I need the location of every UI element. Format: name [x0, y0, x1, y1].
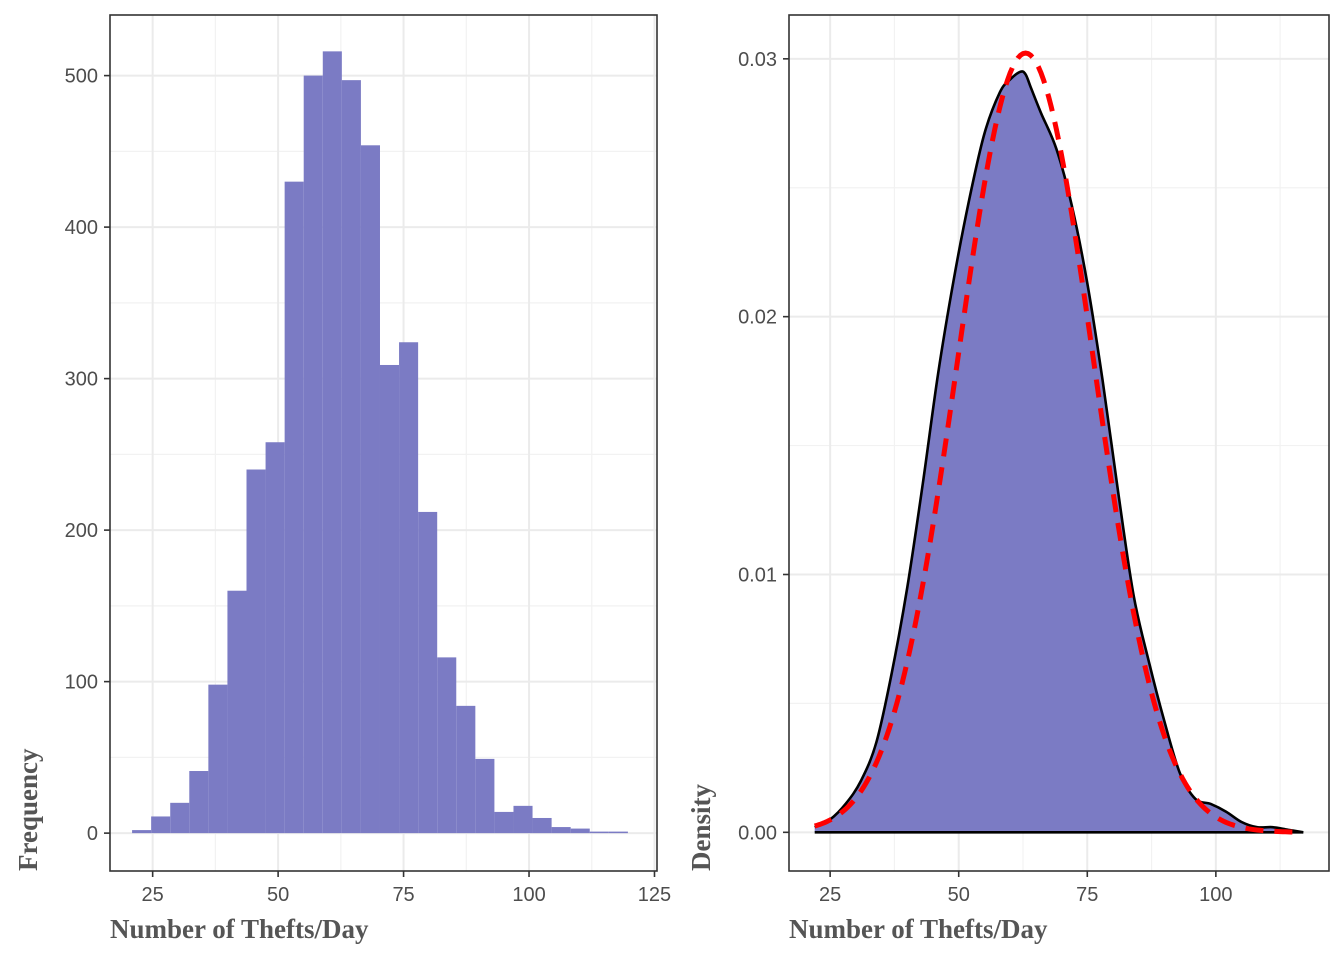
histogram-bar — [551, 827, 571, 834]
histogram-panel: 25 50 75 100 125 0 100 200 300 400 500 Number of T… — [13, 14, 672, 944]
density-y-tick-label: 0.00 — [738, 822, 777, 844]
density-x-tick-label: 75 — [1076, 884, 1098, 906]
histogram-bar — [589, 831, 609, 834]
histogram-y-tick-label: 0 — [87, 823, 98, 845]
density-panel-border — [788, 14, 1330, 872]
histogram-bar — [170, 802, 190, 834]
histogram-bar — [437, 657, 457, 834]
density-area — [814, 71, 1304, 833]
histogram-y-tick-label: 300 — [65, 369, 98, 391]
histogram-bar — [189, 771, 209, 834]
histogram-bar — [513, 805, 533, 834]
histogram-bar — [151, 816, 171, 834]
histogram-y-axis-title: Frequency — [13, 748, 43, 871]
histogram-bar — [456, 705, 476, 834]
histogram-y-tick-label: 500 — [65, 66, 98, 88]
histogram-bar — [132, 830, 152, 834]
density-x-tick-label: 50 — [948, 884, 970, 906]
histogram-x-tick-label: 75 — [392, 884, 414, 906]
density-panel: 25 50 75 100 0.00 0.01 0.02 0.03 Number of Thef… — [686, 14, 1330, 944]
histogram-bars — [132, 51, 628, 834]
histogram-bar — [360, 145, 380, 834]
histogram-bar — [494, 811, 514, 834]
histogram-x-tick-label: 100 — [512, 884, 545, 906]
histogram-x-axis-title: Number of Thefts/Day — [110, 914, 369, 944]
histogram-bar — [608, 831, 628, 834]
histogram-panel-border — [109, 14, 658, 872]
histogram-bar — [227, 590, 247, 834]
density-x-axis-title: Number of Thefts/Day — [789, 914, 1048, 944]
density-x-tick-label: 100 — [1199, 884, 1232, 906]
histogram-bar — [265, 442, 285, 834]
histogram-bar — [284, 181, 304, 834]
histogram-x-tick-label: 50 — [267, 884, 289, 906]
histogram-bar — [322, 51, 342, 834]
histogram-bar — [399, 342, 419, 834]
histogram-bar — [532, 817, 552, 834]
histogram-axis-ticks: 25 50 75 100 125 0 100 200 300 400 500 — [65, 66, 672, 906]
histogram-bar — [341, 80, 361, 834]
histogram-bar — [379, 364, 400, 834]
density-y-tick-label: 0.03 — [738, 49, 777, 71]
histogram-y-tick-label: 100 — [65, 672, 98, 694]
density-y-axis-title: Density — [686, 784, 716, 871]
histogram-bar — [475, 758, 495, 834]
histogram-bar — [303, 75, 323, 834]
histogram-bar — [418, 511, 438, 834]
histogram-y-tick-label: 200 — [65, 520, 98, 542]
histogram-bar — [570, 828, 590, 834]
histogram-x-tick-label: 125 — [638, 884, 671, 906]
histogram-y-tick-label: 400 — [65, 217, 98, 239]
density-axis-ticks: 25 50 75 100 0.00 0.01 0.02 0.03 — [738, 49, 1232, 906]
histogram-bar — [208, 684, 228, 834]
density-curve — [814, 70, 1304, 834]
density-y-tick-label: 0.01 — [738, 564, 777, 586]
density-y-tick-label: 0.02 — [738, 307, 777, 329]
histogram-bar — [246, 469, 266, 834]
histogram-x-tick-label: 25 — [142, 884, 164, 906]
normal-fit-curve — [813, 50, 1304, 835]
density-x-tick-label: 25 — [819, 884, 841, 906]
